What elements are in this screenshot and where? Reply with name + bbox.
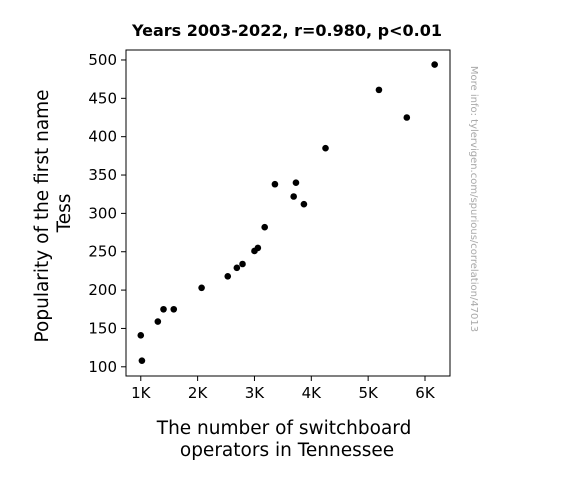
y-tick-label: 100 [88, 358, 117, 376]
data-point [233, 264, 241, 272]
x-axis-label: The number of switchboard operators in T… [156, 418, 417, 461]
data-point [300, 200, 308, 208]
y-tick-label: 350 [88, 166, 117, 184]
data-point [224, 272, 232, 280]
y-tick-label: 300 [88, 204, 117, 222]
x-tick-label: 6K [415, 384, 436, 402]
x-axis-label-line-1: The number of switchboard [156, 418, 412, 439]
data-point [198, 284, 205, 292]
plot-frame [125, 49, 451, 377]
x-tick-label: 2K [188, 384, 209, 402]
x-tick-label: 5K [358, 384, 379, 402]
x-axis-label-line-2: operators in Tennessee [180, 440, 394, 461]
data-point [375, 86, 383, 94]
y-axis-label-line-2: Tess [54, 194, 75, 234]
data-point [160, 305, 167, 313]
y-axis-label: Popularity of the first name Tess [32, 84, 75, 343]
x-tick-label: 3K [245, 384, 266, 402]
plot-area [125, 49, 451, 377]
data-point [138, 357, 146, 364]
data-point [261, 223, 268, 231]
data-point [251, 247, 258, 255]
y-tick-label: 250 [88, 243, 117, 261]
data-point [292, 179, 300, 187]
y-axis-label-line-1: Popularity of the first name [32, 89, 53, 342]
y-tick-label: 400 [88, 128, 117, 146]
data-points [137, 61, 438, 364]
y-axis: 100 150 200 250 300 350 400 450 500 [88, 51, 126, 376]
data-point [137, 332, 145, 339]
y-tick-label: 500 [88, 51, 117, 69]
x-tick-label: 1K [131, 384, 152, 402]
chart-title: Years 2003-2022, r=0.980, p<0.01 [131, 21, 442, 40]
data-point [271, 180, 279, 188]
data-point [170, 305, 178, 313]
x-axis: 1K 2K 3K 4K 5K 6K [131, 376, 436, 402]
y-tick-label: 200 [88, 281, 117, 299]
y-tick-label: 450 [88, 89, 117, 107]
data-point [403, 114, 411, 121]
y-tick-label: 150 [88, 319, 117, 337]
data-point [431, 61, 438, 68]
watermark-text: More info: tylervigen.com/spurious/corre… [468, 66, 479, 332]
data-point [239, 260, 246, 268]
data-point [290, 193, 297, 200]
data-point [154, 318, 162, 325]
data-point [322, 144, 329, 152]
x-tick-label: 4K [302, 384, 323, 402]
